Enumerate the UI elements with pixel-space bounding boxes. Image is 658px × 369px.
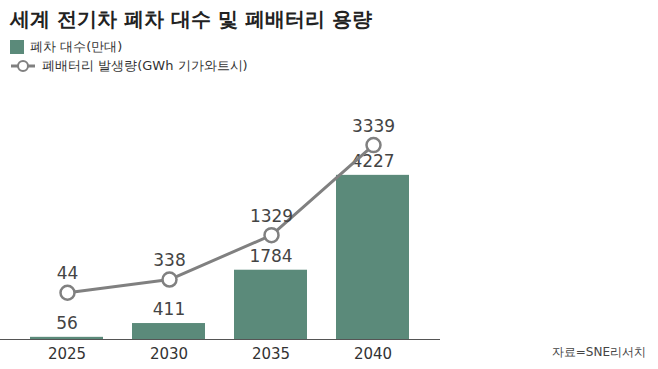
svg-text:3339: 3339 — [352, 116, 395, 136]
html-text:폐배터리 발생량(GWh 기가와트시): 폐배터리 발생량(GWh 기가와트시) — [42, 57, 248, 73]
svg-text:4227: 4227 — [351, 150, 395, 171]
svg-text:56: 56 — [56, 313, 78, 333]
svg-text:411: 411 — [153, 299, 185, 319]
svg-text:2040: 2040 — [354, 345, 392, 363]
svg-text:1329: 1329 — [250, 206, 293, 226]
html-text:자료=SNE리서치: 자료=SNE리서치 — [551, 345, 646, 359]
svg-text:44: 44 — [57, 263, 79, 283]
html-text:세계 전기차 폐차 대수 및 폐배터리 용량: 세계 전기차 폐차 대수 및 폐배터리 용량 — [10, 7, 372, 31]
svg-text:338: 338 — [153, 250, 185, 270]
html-text:폐차 대수(만대): 폐차 대수(만대) — [30, 38, 123, 54]
svg-text:2025: 2025 — [48, 345, 86, 363]
svg-text:2035: 2035 — [252, 345, 290, 363]
svg-text:1784: 1784 — [249, 246, 292, 266]
svg-text:2030: 2030 — [150, 345, 188, 363]
